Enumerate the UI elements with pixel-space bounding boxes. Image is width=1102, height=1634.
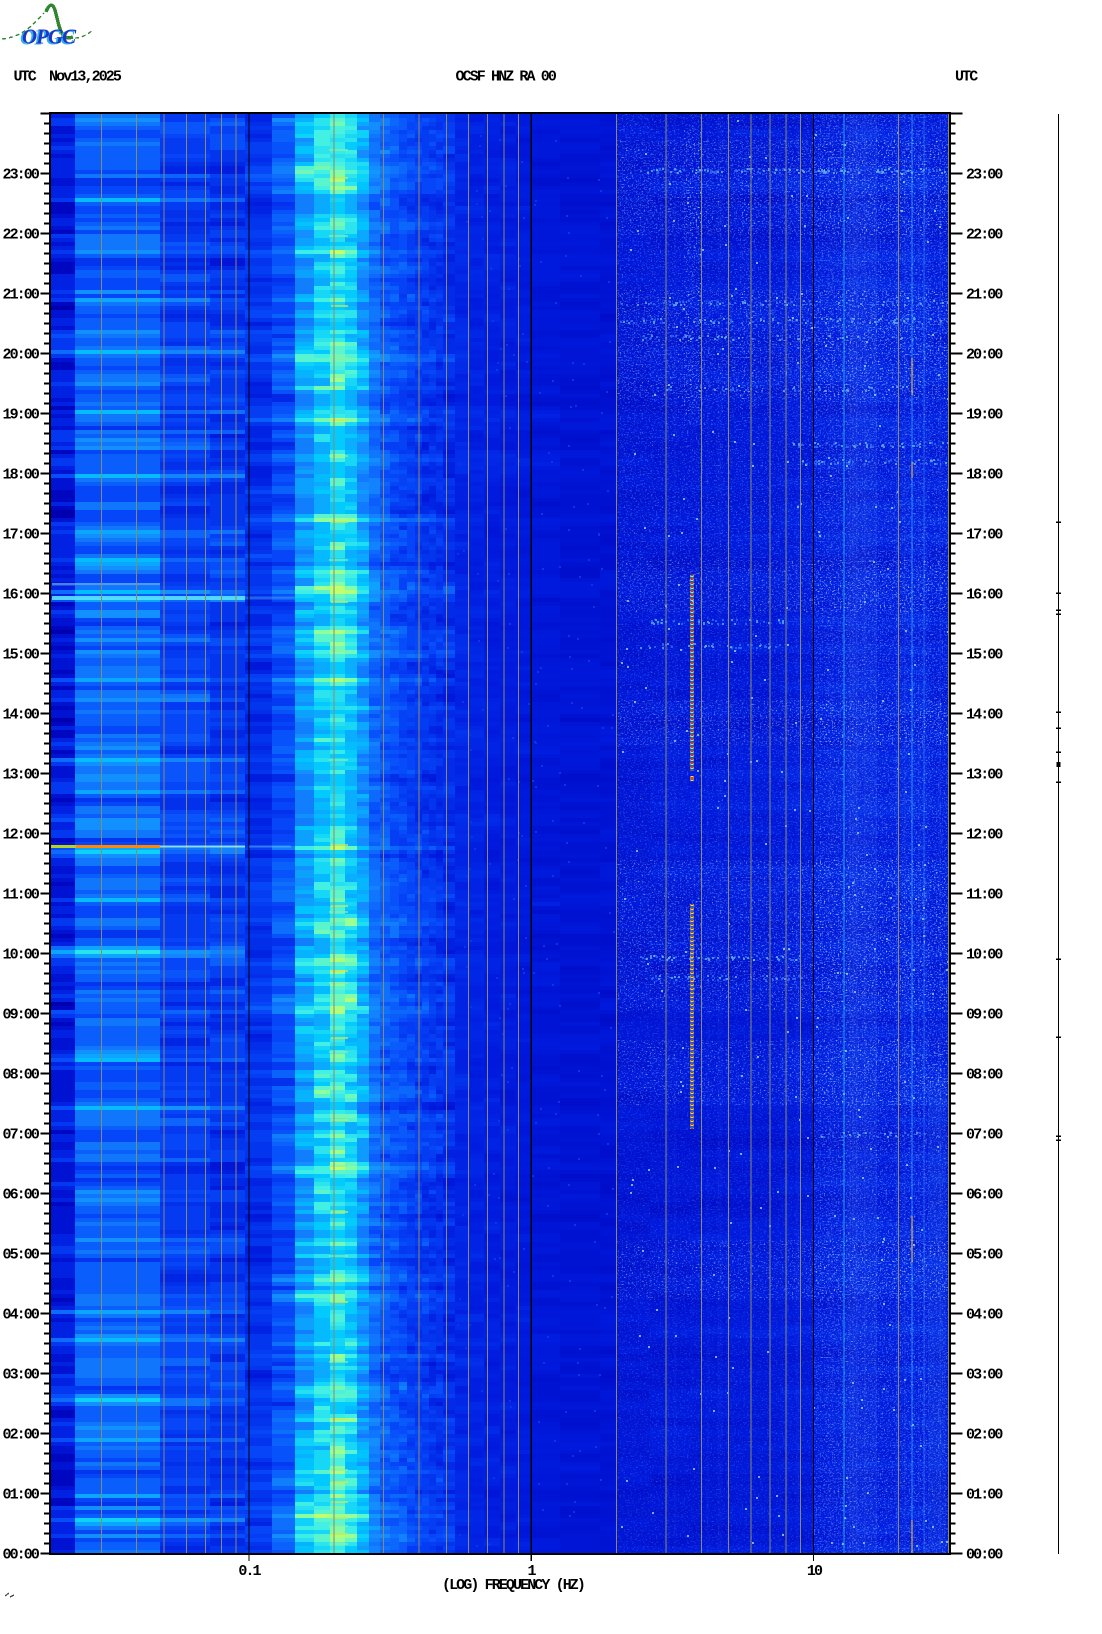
svg-text:06:00: 06:00 (2, 1187, 39, 1204)
svg-text:07:00: 07:00 (966, 1127, 1003, 1144)
svg-text:10: 10 (807, 1563, 823, 1580)
svg-text:15:00: 15:00 (966, 647, 1003, 664)
svg-text:09:00: 09:00 (966, 1007, 1003, 1024)
svg-text:10:00: 10:00 (2, 947, 39, 964)
svg-text:10:00: 10:00 (966, 947, 1003, 964)
svg-text:08:00: 08:00 (2, 1067, 39, 1084)
svg-text:OPGC: OPGC (22, 25, 77, 49)
svg-text:17:00: 17:00 (2, 527, 39, 544)
svg-text:00:00: 00:00 (2, 1547, 39, 1564)
svg-text:13:00: 13:00 (2, 767, 39, 784)
svg-text:(LOG) FREQUENCY (HZ): (LOG) FREQUENCY (HZ) (442, 1577, 584, 1594)
svg-text:Nov13,2025: Nov13,2025 (49, 69, 122, 86)
svg-text:18:00: 18:00 (966, 467, 1003, 484)
svg-text:UTC: UTC (955, 69, 978, 86)
svg-text:23:00: 23:00 (2, 167, 39, 184)
svg-text:1: 1 (527, 1563, 536, 1580)
svg-text:OCSF HNZ RA 00: OCSF HNZ RA 00 (456, 69, 557, 86)
svg-text:05:00: 05:00 (966, 1247, 1003, 1264)
svg-text:16:00: 16:00 (2, 587, 39, 604)
svg-text:05:00: 05:00 (2, 1247, 39, 1264)
svg-text:22:00: 22:00 (2, 227, 39, 244)
svg-text:18:00: 18:00 (2, 467, 39, 484)
svg-text:13:00: 13:00 (966, 767, 1003, 784)
svg-text:12:00: 12:00 (966, 827, 1003, 844)
svg-text:20:00: 20:00 (966, 347, 1003, 364)
svg-text:03:00: 03:00 (966, 1367, 1003, 1384)
svg-text:06:00: 06:00 (966, 1187, 1003, 1204)
svg-text:03:00: 03:00 (2, 1367, 39, 1384)
svg-text:OPGC: OPGC (20, 26, 75, 50)
svg-text:14:00: 14:00 (966, 707, 1003, 724)
svg-text:00:00: 00:00 (966, 1547, 1003, 1564)
svg-text:04:00: 04:00 (966, 1307, 1003, 1324)
svg-text:11:00: 11:00 (966, 887, 1003, 904)
svg-text:19:00: 19:00 (966, 407, 1003, 424)
svg-text:0.1: 0.1 (238, 1563, 261, 1580)
svg-text:01:00: 01:00 (2, 1487, 39, 1504)
svg-text:07:00: 07:00 (2, 1127, 39, 1144)
svg-text:21:00: 21:00 (966, 287, 1003, 304)
svg-text:12:00: 12:00 (2, 827, 39, 844)
svg-text:21:00: 21:00 (2, 287, 39, 304)
svg-text:02:00: 02:00 (2, 1427, 39, 1444)
svg-text:23:00: 23:00 (966, 167, 1003, 184)
svg-text:02:00: 02:00 (966, 1427, 1003, 1444)
svg-text:04:00: 04:00 (2, 1307, 39, 1324)
svg-text:19:00: 19:00 (2, 407, 39, 424)
svg-text:14:00: 14:00 (2, 707, 39, 724)
svg-text:16:00: 16:00 (966, 587, 1003, 604)
svg-text:01:00: 01:00 (966, 1487, 1003, 1504)
svg-text:08:00: 08:00 (966, 1067, 1003, 1084)
svg-text:UTC: UTC (14, 69, 37, 86)
svg-text:09:00: 09:00 (2, 1007, 39, 1024)
svg-text:22:00: 22:00 (966, 227, 1003, 244)
svg-text:17:00: 17:00 (966, 527, 1003, 544)
svg-text:15:00: 15:00 (2, 647, 39, 664)
svg-text:20:00: 20:00 (2, 347, 39, 364)
svg-text:11:00: 11:00 (2, 887, 39, 904)
